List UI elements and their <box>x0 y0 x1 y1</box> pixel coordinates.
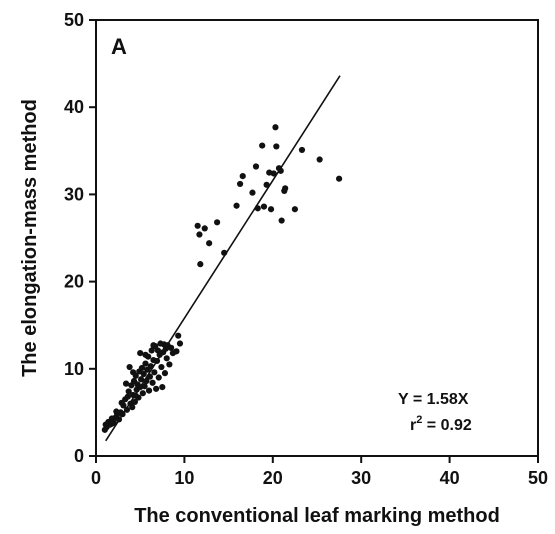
y-tick-label: 0 <box>74 446 84 466</box>
data-point <box>113 408 120 415</box>
data-point <box>143 377 150 385</box>
x-tick-label: 30 <box>351 468 371 488</box>
data-point <box>115 416 123 423</box>
data-point <box>163 355 170 362</box>
data-point <box>153 357 161 365</box>
data-point <box>270 170 277 177</box>
x-tick-label: 20 <box>263 468 283 488</box>
x-tick-label: 0 <box>91 468 101 488</box>
data-point <box>138 364 146 372</box>
y-tick-label: 50 <box>64 10 84 30</box>
y-axis-title: The elongation-mass method <box>19 99 41 377</box>
y-tick-label: 40 <box>64 97 84 117</box>
data-point <box>260 203 268 210</box>
data-point <box>206 240 213 247</box>
data-point <box>142 351 149 358</box>
y-tick-label: 20 <box>64 272 84 292</box>
data-point <box>139 390 146 397</box>
data-point <box>278 217 285 224</box>
data-point <box>125 388 132 395</box>
data-point <box>132 392 139 399</box>
data-point <box>194 222 201 229</box>
data-point <box>273 143 280 150</box>
r-squared-label: r2 = 0.92 <box>410 414 472 434</box>
data-point <box>123 406 131 413</box>
data-point <box>137 376 145 383</box>
data-point <box>267 206 275 213</box>
data-point <box>146 373 154 380</box>
data-point <box>131 398 138 406</box>
data-point <box>173 348 180 355</box>
data-point <box>214 219 221 226</box>
y-tick-label: 30 <box>64 184 84 204</box>
data-point <box>153 385 160 392</box>
data-point <box>201 225 208 232</box>
x-tick-label: 10 <box>174 468 194 488</box>
data-point <box>298 146 306 154</box>
data-point <box>137 350 144 357</box>
data-point <box>176 340 184 347</box>
data-point <box>147 363 154 370</box>
equation-label: Y = 1.58X <box>398 391 469 408</box>
data-point <box>282 185 289 192</box>
data-point <box>236 180 244 188</box>
data-point <box>166 361 173 368</box>
data-point <box>249 189 256 196</box>
data-point <box>140 370 147 378</box>
data-point <box>221 249 228 256</box>
data-point <box>149 379 156 386</box>
data-point <box>197 261 204 268</box>
r-squared-prefix: r <box>410 417 416 434</box>
data-point <box>129 404 136 411</box>
data-point <box>316 156 323 163</box>
data-point <box>168 344 175 351</box>
data-point <box>175 332 182 339</box>
data-point <box>196 231 203 238</box>
y-tick-label: 10 <box>64 359 84 379</box>
plot-frame <box>95 19 539 457</box>
data-point <box>122 380 130 387</box>
data-point <box>252 163 260 170</box>
data-point <box>259 142 266 149</box>
data-point <box>272 124 279 131</box>
data-point <box>119 411 126 418</box>
data-point <box>142 360 149 367</box>
data-point <box>158 363 165 371</box>
data-point <box>151 369 158 376</box>
data-points <box>101 124 343 433</box>
data-point <box>124 393 131 400</box>
tick-group: 0 10 20 30 40 50 0 10 20 30 40 50 <box>64 10 548 488</box>
data-point <box>263 181 270 188</box>
data-point <box>239 172 246 180</box>
data-point <box>145 387 153 394</box>
data-point <box>233 202 240 209</box>
data-point <box>108 420 116 427</box>
r-squared-exponent: 2 <box>416 414 422 426</box>
data-point <box>161 370 169 377</box>
x-tick-label: 50 <box>528 468 548 488</box>
data-point <box>126 363 133 371</box>
data-point <box>148 347 155 354</box>
panel-label: A <box>111 34 127 59</box>
data-point <box>155 374 162 381</box>
data-point <box>150 342 157 349</box>
data-point <box>130 369 137 376</box>
data-point <box>254 205 261 212</box>
data-point <box>159 384 166 391</box>
data-point <box>291 206 298 213</box>
data-point <box>336 175 343 182</box>
x-tick-label: 40 <box>440 468 460 488</box>
data-point <box>118 399 125 406</box>
r-squared-value: = 0.92 <box>422 417 471 434</box>
x-axis-title: The conventional leaf marking method <box>134 505 500 527</box>
data-point <box>141 383 148 390</box>
data-point <box>277 167 284 174</box>
